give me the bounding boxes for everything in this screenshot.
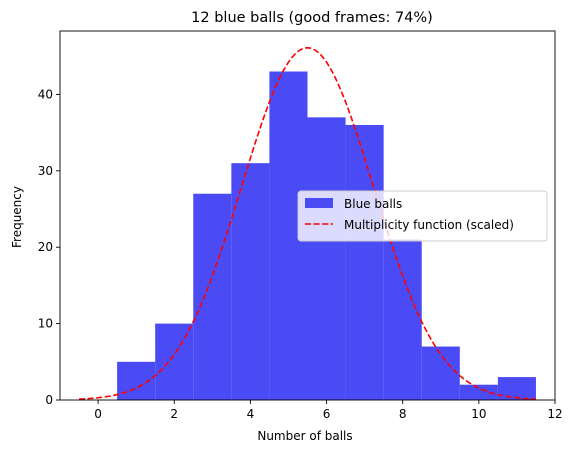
histogram-bar — [497, 377, 536, 400]
y-tick-label: 30 — [38, 164, 53, 178]
y-tick-label: 40 — [38, 87, 53, 101]
histogram-bar — [383, 239, 422, 400]
legend-box — [297, 190, 548, 242]
legend-blue-balls-swatch — [305, 198, 333, 208]
histogram-bars — [117, 71, 536, 401]
legend: Blue balls Multiplicity function (scaled… — [297, 190, 548, 242]
y-tick-label: 10 — [38, 317, 53, 331]
x-tick-label: 2 — [170, 407, 178, 421]
y-axis-label: Frequency — [10, 186, 24, 248]
x-tick-label: 0 — [94, 407, 102, 421]
histogram-bar — [421, 346, 460, 400]
x-tick-label: 12 — [547, 407, 562, 421]
y-tick-label: 20 — [38, 240, 53, 254]
x-axis-label: Number of balls — [257, 429, 352, 443]
multiplicity-curve — [79, 47, 536, 400]
histogram-bar — [459, 384, 498, 400]
histogram-bar — [231, 163, 270, 400]
legend-multiplicity-label: Multiplicity function (scaled) — [344, 218, 514, 232]
x-tick-label: 6 — [323, 407, 331, 421]
plot-frame — [59, 30, 556, 401]
y-axis-ticks: 0 10 20 30 40 — [38, 87, 60, 407]
legend-blue-balls-label: Blue balls — [344, 197, 402, 211]
histogram-bar — [345, 124, 384, 401]
histogram-bar — [155, 323, 194, 400]
x-tick-label: 8 — [399, 407, 407, 421]
x-axis-ticks: 0 2 4 6 8 10 12 — [94, 400, 563, 421]
x-tick-label: 10 — [471, 407, 486, 421]
histogram-bar — [307, 117, 346, 400]
histogram-bar — [193, 193, 232, 400]
x-tick-label: 4 — [247, 407, 255, 421]
chart-title: 12 blue balls (good frames: 74%) — [191, 10, 433, 26]
y-tick-label: 0 — [45, 393, 53, 407]
